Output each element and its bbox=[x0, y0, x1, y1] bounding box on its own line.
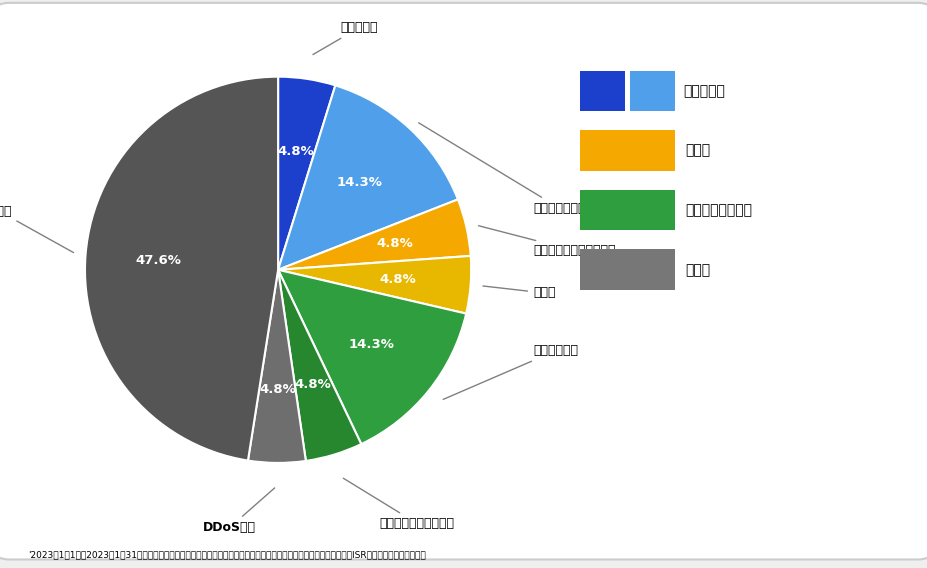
Text: 4.8%: 4.8% bbox=[376, 237, 413, 250]
Bar bbox=[630, 70, 675, 111]
Bar bbox=[580, 70, 625, 111]
Wedge shape bbox=[278, 85, 458, 270]
Text: 4.8%: 4.8% bbox=[379, 273, 416, 286]
Wedge shape bbox=[85, 77, 278, 461]
Bar bbox=[580, 190, 675, 231]
Wedge shape bbox=[278, 270, 362, 461]
Bar bbox=[580, 249, 675, 290]
Text: 不正ログイン: 不正ログイン bbox=[443, 344, 578, 399]
Text: マルウェア: マルウェア bbox=[313, 21, 378, 55]
Text: パスワードリスト攻撃: パスワードリスト攻撃 bbox=[343, 478, 454, 530]
Wedge shape bbox=[278, 199, 471, 270]
Wedge shape bbox=[278, 270, 466, 444]
Text: アカウントの悪用: アカウントの悪用 bbox=[685, 203, 752, 217]
Bar bbox=[580, 130, 675, 171]
Text: 脆弱性: 脆弱性 bbox=[685, 144, 710, 157]
Text: 4.8%: 4.8% bbox=[278, 145, 314, 158]
Wedge shape bbox=[248, 270, 306, 463]
Text: 4.8%: 4.8% bbox=[295, 378, 331, 391]
Text: 脆弱性: 脆弱性 bbox=[483, 286, 555, 299]
Text: 14.3%: 14.3% bbox=[349, 339, 394, 352]
Text: 調査中: 調査中 bbox=[0, 206, 73, 253]
Text: 47.6%: 47.6% bbox=[135, 254, 182, 267]
Text: マルウェア: マルウェア bbox=[683, 84, 725, 98]
Text: DDoS攻撃: DDoS攻撃 bbox=[203, 488, 274, 534]
Text: '2023年1月1日～2023年1月31日までに企業や団体がプレスリリース等で発表したサイバー攻撃関連の被害報告を基に、ISRが独自で集計して作成。: '2023年1月1日～2023年1月31日までに企業や団体がプレスリリース等で発… bbox=[28, 550, 425, 559]
Wedge shape bbox=[278, 256, 471, 314]
Text: ペイメントアプリ改ざん: ペイメントアプリ改ざん bbox=[478, 225, 616, 257]
Wedge shape bbox=[278, 77, 336, 270]
Text: その他: その他 bbox=[685, 263, 710, 277]
Text: ランサムウェア: ランサムウェア bbox=[419, 123, 586, 215]
Text: 14.3%: 14.3% bbox=[337, 176, 383, 189]
Text: 4.8%: 4.8% bbox=[259, 383, 296, 396]
